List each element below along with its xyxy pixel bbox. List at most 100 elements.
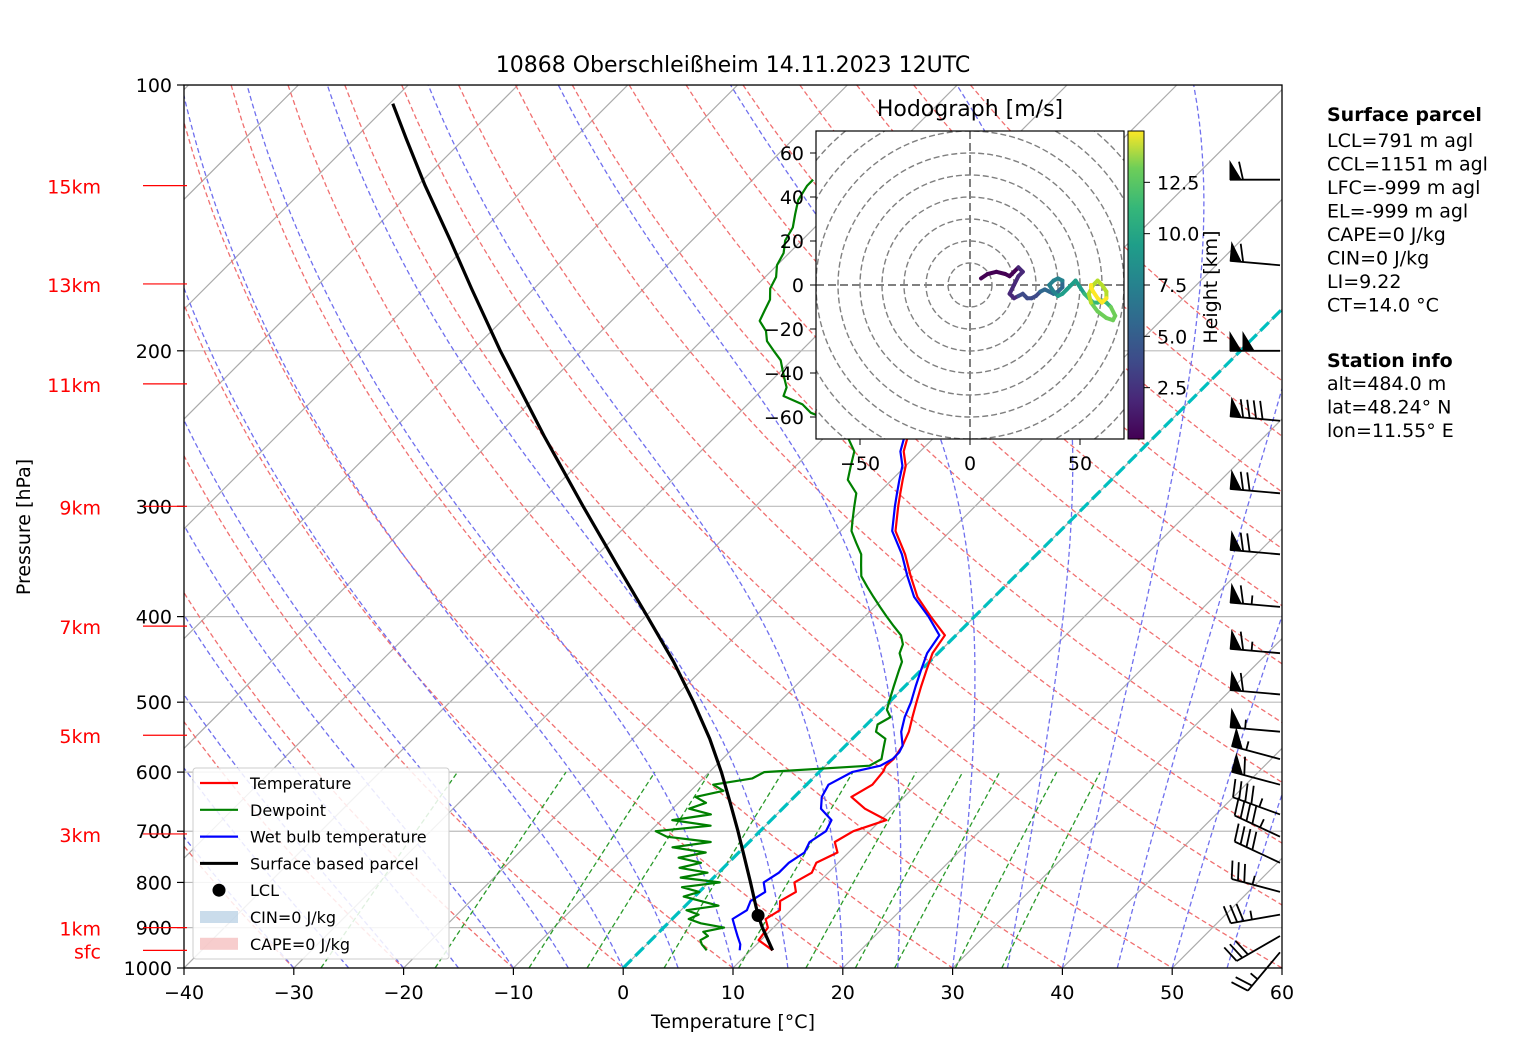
station-info-title: Station info (1327, 350, 1453, 372)
barb-flag (1239, 672, 1245, 692)
x-axis-label: Temperature [°C] (650, 1011, 815, 1033)
hodograph-title: Hodograph [m/s] (877, 97, 1063, 122)
parcel-info-line: CAPE=0 J/kg (1327, 224, 1446, 246)
moist-adiabat (557, 85, 902, 968)
barb-pennant (1229, 707, 1242, 729)
barb-pennant (1229, 670, 1242, 692)
moist-adiabat (184, 613, 460, 968)
height-label: sfc (74, 941, 101, 963)
x-tick-label: −20 (384, 982, 424, 1004)
isotherm (184, 85, 848, 750)
mixing-ratio-line (586, 771, 711, 968)
barb-pennant (1229, 396, 1242, 418)
barb-half-flag (1258, 798, 1264, 808)
dry-adiabat (514, 85, 1282, 844)
colorbar-tick-label: 2.5 (1157, 378, 1187, 400)
hodograph-colorbar (1127, 130, 1145, 440)
y-tick-label: 200 (136, 341, 172, 363)
barb-half-flag (1250, 595, 1254, 605)
x-tick-label: 0 (617, 982, 629, 1004)
barb-flag (1239, 826, 1246, 845)
parcel-info-line: CIN=0 J/kg (1327, 248, 1429, 270)
barb-flag (1239, 532, 1245, 552)
dry-adiabat (184, 120, 844, 968)
isotherm (184, 85, 739, 640)
hodograph-y-tick-label: −40 (764, 363, 804, 385)
barb-half-flag (1250, 972, 1259, 980)
legend-label: Surface based parcel (250, 854, 419, 873)
mixing-ratio-line (434, 771, 567, 968)
barb-pennant (1229, 331, 1242, 352)
barb-flag (1233, 823, 1240, 842)
barb-pennant (1231, 752, 1244, 776)
barb-flag (1230, 860, 1234, 879)
y-tick-label: 300 (136, 496, 172, 518)
parcel-info-title: Surface parcel (1327, 104, 1482, 126)
station-info-line: alt=484.0 m (1327, 373, 1446, 395)
colorbar-tick-label: 12.5 (1157, 172, 1199, 194)
colorbar-label: Height [km] (1200, 230, 1222, 343)
lcl-marker (751, 908, 765, 922)
wind-barb (1229, 469, 1281, 495)
legend-label: Temperature (249, 774, 351, 793)
wind-barb (1231, 752, 1281, 786)
wind-barb (1229, 159, 1280, 181)
isotherm (732, 418, 1282, 968)
legend-label: LCL (250, 881, 279, 900)
mixing-ratio-line (528, 771, 656, 968)
barb-flag (1222, 905, 1232, 924)
legend-label: Dewpoint (250, 801, 326, 820)
barb-pennant (1229, 241, 1242, 263)
dry-adiabat (184, 591, 514, 968)
y-tick-label: 900 (136, 918, 172, 940)
height-label: 7km (59, 617, 101, 639)
barb-pennant (1229, 629, 1242, 651)
mixing-ratio-line (954, 771, 1058, 968)
isotherm (952, 637, 1282, 968)
y-tick-label: 600 (136, 762, 172, 784)
barb-flag (1239, 471, 1245, 491)
wind-barb (1229, 396, 1281, 422)
moist-adiabat (1226, 792, 1282, 968)
barb-half-flag (1250, 641, 1254, 651)
y-axis-ticks: 100 200 300 400 500 600 700 800 900 1000 (124, 75, 184, 980)
hodograph-y-tick-label: −20 (764, 319, 804, 341)
moist-adiabat (326, 85, 789, 968)
wind-barb (1229, 707, 1281, 733)
legend-label: Wet bulb temperature (250, 828, 427, 847)
barb-staff (1247, 951, 1281, 992)
legend-box (192, 767, 450, 960)
dry-adiabat (287, 85, 1063, 968)
legend-label: CAPE=0 J/kg (250, 935, 350, 954)
colorbar-tick-label: 10.0 (1157, 224, 1199, 246)
barb-flag (1246, 533, 1251, 552)
barb-flag (1232, 778, 1237, 798)
x-tick-label: 30 (941, 982, 965, 1004)
mixing-ratio-line (854, 771, 964, 968)
moist-adiabat (184, 92, 679, 968)
barb-pennant (1229, 159, 1242, 181)
parcel-info-line: LCL=791 m agl (1327, 130, 1473, 152)
barb-flag (1243, 756, 1246, 776)
y-tick-label: 500 (136, 692, 172, 714)
colorbar-tick-label: 5.0 (1157, 326, 1187, 348)
isotherm (184, 85, 629, 530)
barb-flag (1231, 981, 1249, 992)
x-tick-label: 50 (1160, 982, 1184, 1004)
barb-pennant (1229, 582, 1242, 605)
zero-isotherm (622, 306, 1282, 968)
barb-staff (1234, 814, 1281, 838)
height-label: 13km (47, 275, 101, 297)
barb-flag (1229, 904, 1238, 923)
dry-adiabat (184, 454, 624, 968)
barb-staff (1230, 913, 1281, 925)
wind-barbs (1222, 159, 1281, 992)
barb-half-flag (1244, 719, 1247, 729)
legend-lcl-marker (212, 883, 226, 897)
barb-flag (1250, 785, 1255, 805)
x-tick-label: −30 (274, 982, 314, 1004)
barb-pennant (1229, 530, 1242, 552)
height-label: 9km (59, 497, 101, 519)
parcel-info-line: LI=9.22 (1327, 271, 1401, 293)
barb-flag (1239, 800, 1246, 819)
